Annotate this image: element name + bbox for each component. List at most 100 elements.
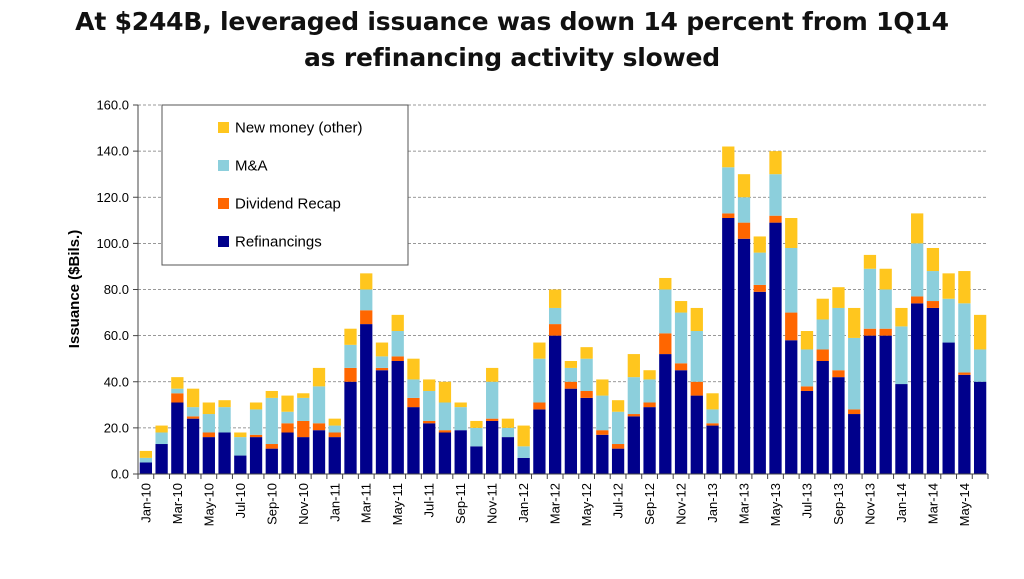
legend-label: Dividend Recap: [235, 196, 341, 213]
bar-segment-refinancings: [328, 437, 341, 474]
bar-segment-m-a: [360, 289, 373, 311]
bar-segment-m-a: [281, 411, 294, 424]
bar-segment-dividend-recap: [171, 393, 184, 403]
bar-segment-refinancings: [234, 455, 247, 474]
bar-segment-m-a: [375, 356, 389, 368]
bar-segment-dividend-recap: [785, 312, 798, 341]
bar-segment-m-a: [832, 307, 845, 371]
bar-segment-m-a: [737, 197, 751, 223]
bar-segment-m-a: [438, 402, 452, 431]
bar-segment-new-money-other-: [360, 273, 373, 290]
bar-segment-refinancings: [659, 354, 672, 474]
bar-segment-refinancings: [706, 425, 719, 474]
bar-segment-m-a: [722, 167, 735, 214]
x-tick-label: Jan-13: [705, 483, 720, 523]
bar-segment-refinancings: [958, 374, 971, 474]
bar-segment-m-a: [265, 397, 278, 445]
bar-segment-new-money-other-: [171, 377, 184, 389]
bar-segment-new-money-other-: [643, 370, 656, 380]
legend-label: M&A: [235, 158, 268, 175]
bar-segment-refinancings: [312, 430, 326, 474]
bar-segment-new-money-other-: [690, 307, 703, 332]
bar-segment-dividend-recap: [611, 444, 625, 449]
bar-segment-m-a: [848, 337, 861, 410]
bar-segment-refinancings: [832, 377, 845, 474]
chart-title: At $244B, leveraged issuance was down 14…: [0, 4, 1024, 76]
bar-segment-refinancings: [737, 238, 751, 474]
legend-swatch: [218, 198, 229, 209]
bar-segment-refinancings: [139, 462, 153, 474]
bar-segment-m-a: [911, 243, 924, 297]
bar-segment-new-money-other-: [816, 298, 829, 320]
bar-segment-dividend-recap: [375, 367, 389, 371]
bar-segment-m-a: [564, 367, 578, 382]
x-tick-label: Jul-13: [799, 483, 814, 518]
x-tick-label: Jan-10: [138, 483, 153, 523]
x-tick-label: Nov-11: [485, 483, 500, 524]
bar-segment-new-money-other-: [926, 247, 940, 272]
bar-segment-m-a: [800, 349, 814, 387]
bar-segment-new-money-other-: [769, 151, 782, 175]
x-tick-label: Mar-10: [170, 483, 185, 524]
bar-segment-dividend-recap: [186, 416, 200, 419]
bar-segment-new-money-other-: [832, 287, 845, 308]
x-tick-label: Mar-12: [548, 483, 563, 524]
x-tick-label: Sep-10: [264, 483, 279, 525]
bar-segment-dividend-recap: [265, 444, 278, 449]
bar-segment-refinancings: [769, 222, 782, 474]
bar-segment-refinancings: [281, 432, 294, 474]
x-tick-label: Jan-14: [894, 483, 909, 523]
bar-segment-dividend-recap: [360, 310, 373, 325]
bar-segment-dividend-recap: [564, 381, 578, 389]
bar-segment-dividend-recap: [863, 328, 877, 336]
bar-segment-m-a: [501, 427, 515, 438]
bar-segment-refinancings: [423, 423, 436, 474]
bar-segment-refinancings: [580, 397, 593, 474]
bar-segment-dividend-recap: [312, 423, 326, 431]
bar-segment-new-money-other-: [548, 289, 562, 308]
bar-segment-refinancings: [155, 444, 168, 474]
bar-segment-dividend-recap: [816, 349, 829, 361]
bar-segment-refinancings: [486, 420, 499, 474]
bar-segment-dividend-recap: [281, 423, 294, 433]
x-tick-label: Nov-10: [296, 483, 311, 525]
bar-segment-refinancings: [611, 448, 625, 474]
bar-segment-new-money-other-: [627, 354, 640, 378]
bar-segment-dividend-recap: [926, 301, 940, 308]
bar-segment-m-a: [407, 379, 420, 398]
bar-segment-refinancings: [407, 407, 420, 474]
bar-segment-refinancings: [895, 384, 908, 474]
bar-segment-new-money-other-: [265, 390, 278, 398]
bar-segment-dividend-recap: [848, 409, 861, 415]
y-tick-label: 100.0: [96, 236, 129, 251]
bar-segment-refinancings: [627, 416, 640, 474]
legend-label: Refinancings: [235, 234, 322, 251]
bar-segment-new-money-other-: [737, 174, 751, 198]
x-tick-label: Nov-12: [674, 483, 689, 525]
bar-segment-refinancings: [438, 432, 452, 474]
bar-segment-new-money-other-: [328, 418, 341, 426]
bar-segment-m-a: [155, 432, 168, 445]
x-tick-label: Jul-12: [611, 483, 626, 518]
y-tick-label: 80.0: [104, 282, 129, 297]
bar-segment-dividend-recap: [596, 430, 609, 435]
bar-segment-m-a: [627, 377, 640, 415]
bar-segment-new-money-other-: [423, 379, 436, 391]
bar-segment-new-money-other-: [486, 367, 499, 382]
bar-segment-new-money-other-: [785, 218, 798, 248]
bar-segment-refinancings: [454, 430, 467, 474]
bar-segment-refinancings: [879, 335, 892, 474]
bar-segment-refinancings: [690, 395, 703, 474]
bar-segment-refinancings: [863, 335, 877, 474]
bar-segment-m-a: [580, 358, 593, 391]
bar-segment-dividend-recap: [202, 432, 215, 438]
bar-segment-new-money-other-: [470, 420, 483, 428]
bar-segment-m-a: [186, 407, 200, 417]
bar-segment-new-money-other-: [722, 146, 735, 168]
bar-segment-new-money-other-: [706, 393, 719, 410]
legend-swatch: [218, 122, 229, 133]
bar-segment-new-money-other-: [234, 432, 247, 438]
bars: [139, 146, 987, 474]
x-tick-label: May-10: [201, 483, 216, 526]
